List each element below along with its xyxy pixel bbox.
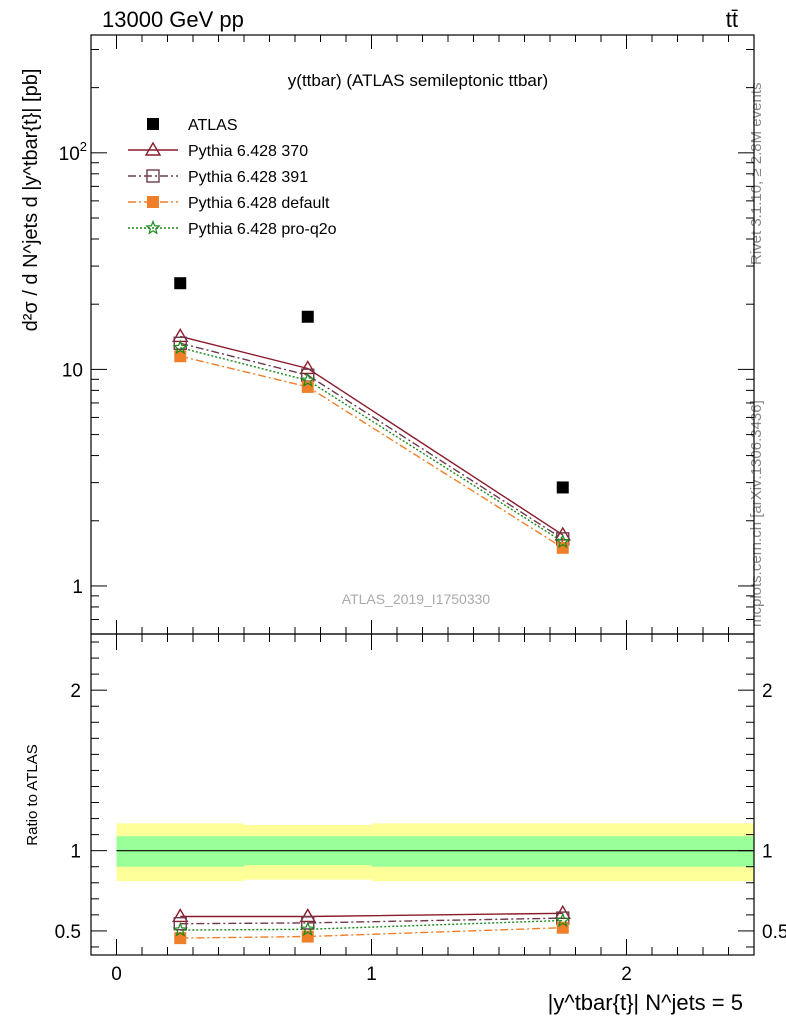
ratio-band-1-2 — [371, 836, 754, 867]
main-point-s0-1 — [301, 310, 314, 323]
legend-marker-4 — [145, 219, 161, 235]
ratio-panel-markers — [172, 904, 571, 945]
main-point-s0-2 — [556, 481, 569, 494]
ratio-point-s0-0 — [172, 908, 189, 923]
main-ytick-label: 10 — [62, 360, 83, 381]
legend-label-0: ATLAS — [188, 117, 238, 134]
main-title: y(ttbar) (ATLAS semileptonic ttbar) — [288, 71, 548, 90]
ratio-ytick-label: 0.5 — [55, 922, 81, 943]
legend-label-1: Pythia 6.428 370 — [188, 143, 308, 160]
main-point-s4-2 — [555, 533, 571, 549]
main-point-s0-0 — [174, 277, 187, 290]
ratio-series-line-3 — [180, 919, 563, 931]
legend-label-2: Pythia 6.428 391 — [188, 169, 308, 186]
legend-marker-0 — [147, 118, 159, 130]
main-series-line-4 — [180, 347, 564, 543]
xtick-label: 1 — [366, 964, 377, 985]
main-panel-series-lines — [180, 335, 564, 549]
legend-marker-2 — [146, 169, 160, 183]
ratio-ytick-label-right: 2 — [762, 681, 773, 702]
main-panel-markers — [172, 277, 571, 554]
main-series-line-3 — [180, 355, 564, 549]
legend: ATLAS Pythia 6.428 370 Pythia 6.428 391 Pyt… — [128, 117, 337, 238]
xtick-label: 0 — [111, 964, 122, 985]
ratio-panel-series-lines — [180, 912, 563, 939]
main-point-s1-2 — [554, 526, 571, 541]
header-right: tt̄ — [726, 7, 738, 32]
ratio-panel-axes: 0.5 0.5 1 1 2 2 0 1 2 — [55, 633, 786, 985]
main-series-line-1 — [180, 335, 564, 536]
legend-marker-1 — [144, 141, 162, 156]
main-point-s4-0 — [172, 339, 188, 355]
ratio-point-s0-1 — [299, 908, 316, 923]
ratio-series-line-0 — [180, 912, 563, 918]
ratio-point-s3-2 — [555, 912, 571, 928]
ratio-point-s2-0 — [174, 932, 187, 945]
ratio-ytick-label-right: 1 — [762, 842, 773, 863]
ratio-point-s3-0 — [172, 921, 188, 937]
ratio-ylabel: Ratio to ATLAS — [24, 744, 41, 845]
rivet-label: Rivet 3.1.10, ≥ 2.8M events — [748, 83, 765, 266]
legend-label-4: Pythia 6.428 pro-q2o — [188, 221, 337, 238]
legend-label-3: Pythia 6.428 default — [188, 195, 330, 212]
ratio-ytick-label: 1 — [70, 842, 81, 863]
ratio-ytick-label-right: 0.5 — [762, 922, 786, 943]
ratio-frame — [90, 633, 755, 956]
ratio-point-s1-1 — [301, 916, 315, 930]
xtick-label: 2 — [621, 964, 632, 985]
x-axis-label: |y^tbar{t}| N^jets = 5 — [548, 990, 743, 1015]
main-point-s3-0 — [174, 350, 187, 363]
ratio-band-1-0 — [116, 836, 244, 867]
main-point-s1-0 — [172, 328, 189, 343]
legend-marker-3 — [147, 196, 159, 208]
main-point-s4-1 — [300, 372, 316, 387]
main-series-line-2 — [180, 342, 564, 540]
main-ytick-label: 102 — [59, 139, 87, 165]
watermark: ATLAS_2019_I1750330 — [342, 591, 491, 607]
header-left: 13000 GeV pp — [102, 7, 244, 32]
main-ylabel: d²σ / d N^jets d |y^tbar{t}| [pb] — [20, 69, 42, 332]
main-ytick-label: 1 — [72, 577, 83, 598]
mcplots-label: mcplots.cern.ch [arXiv:1306.3436] — [748, 400, 765, 627]
main-panel-axes: 1 10 102 — [59, 34, 755, 635]
ratio-point-s3-1 — [300, 921, 316, 936]
ratio-ytick-label: 2 — [70, 681, 81, 702]
ratio-point-s1-0 — [173, 917, 187, 931]
main-point-s2-0 — [173, 336, 187, 350]
ratio-panel-bands — [116, 823, 754, 882]
